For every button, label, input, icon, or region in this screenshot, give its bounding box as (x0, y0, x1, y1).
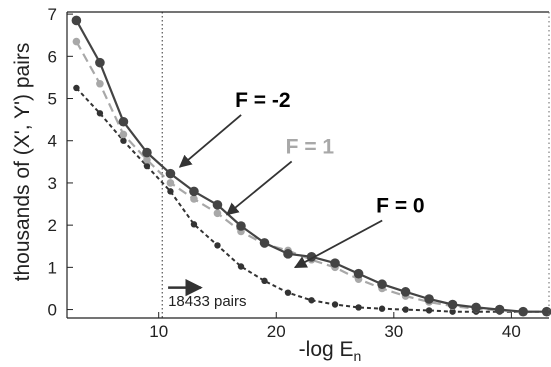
y-tick-label: 1 (48, 258, 57, 277)
y-tick-label: 5 (48, 90, 57, 109)
x-tick-label: 40 (502, 322, 521, 341)
data-point (378, 305, 386, 312)
data-point (72, 37, 81, 46)
annotation-label: F = -2 (235, 89, 290, 112)
data-point (214, 242, 221, 249)
data-point (518, 306, 528, 317)
data-point (330, 258, 340, 268)
data-point (284, 289, 292, 296)
data-point (353, 268, 364, 279)
data-point (355, 304, 362, 311)
x-tick-label: 20 (267, 322, 286, 341)
y-tick-label: 0 (48, 301, 57, 320)
data-point (402, 306, 409, 313)
data-point (213, 209, 222, 218)
annotation-arrow (293, 219, 383, 269)
data-point (142, 147, 152, 158)
data-point (424, 294, 434, 304)
y-tick-label: 7 (48, 5, 57, 24)
data-point (308, 297, 315, 304)
y-tick-label: 2 (48, 216, 57, 235)
data-point (283, 249, 293, 259)
data-point (190, 195, 198, 203)
data-point (449, 308, 456, 315)
data-point (237, 263, 245, 270)
data-point (190, 221, 198, 228)
data-point (119, 130, 128, 139)
data-point (212, 200, 223, 210)
data-point (377, 279, 387, 290)
data-point (189, 186, 199, 197)
data-point (96, 79, 104, 88)
data-point (261, 277, 268, 285)
series-line (75, 87, 547, 313)
plot-background (67, 12, 549, 318)
data-point (494, 304, 505, 315)
annotation-arrow (178, 114, 242, 168)
data-point (166, 179, 175, 187)
series-group (71, 15, 551, 317)
data-point (143, 155, 151, 164)
data-point (541, 306, 551, 317)
x-axis-title: -log En (299, 338, 362, 362)
data-point (73, 84, 80, 92)
data-point (118, 116, 129, 127)
data-point (167, 188, 174, 195)
data-point (259, 238, 270, 248)
x-tick-label: 30 (384, 322, 403, 341)
data-point (400, 287, 411, 297)
y-tick-label: 3 (48, 174, 57, 193)
data-point (120, 137, 127, 144)
series-group (73, 84, 550, 315)
data-point (447, 299, 458, 310)
series-line (75, 40, 547, 313)
y-axis-title: thousands of (X', Y') pairs (11, 43, 34, 282)
data-point (96, 110, 104, 117)
threshold-label: 18433 pairs (168, 293, 246, 310)
data-point (331, 301, 339, 308)
data-point (236, 221, 246, 231)
data-point (143, 162, 151, 170)
y-tick-label: 4 (48, 132, 57, 151)
data-point (95, 57, 105, 68)
x-axis-title-subscript: n (354, 348, 362, 362)
y-tick-label: 6 (48, 47, 57, 66)
data-point (425, 307, 433, 314)
data-point (165, 168, 176, 179)
data-point (71, 15, 82, 26)
data-point (471, 302, 481, 313)
annotation-label: F = 0 (376, 194, 424, 217)
annotation-label: F = 1 (286, 135, 335, 158)
annotation-arrow (225, 160, 293, 216)
x-tick-label: 10 (149, 322, 168, 341)
